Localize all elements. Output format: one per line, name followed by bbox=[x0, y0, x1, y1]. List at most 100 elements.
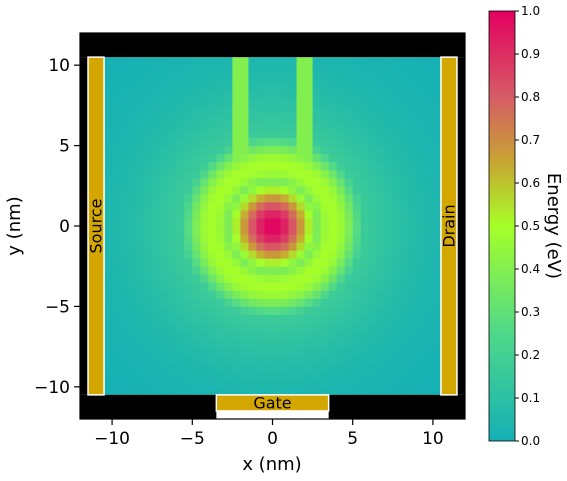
heatmap-cell bbox=[152, 161, 161, 171]
heatmap-cell bbox=[384, 338, 394, 348]
heatmap-cell bbox=[392, 89, 402, 98]
heatmap-cell bbox=[296, 314, 306, 323]
heatmap-cell bbox=[416, 177, 426, 187]
heatmap-cell bbox=[184, 306, 193, 315]
heatmap-cell bbox=[192, 65, 201, 74]
heatmap-cell bbox=[400, 330, 410, 340]
heatmap-cell bbox=[360, 201, 370, 211]
heatmap-cell bbox=[160, 346, 169, 356]
heatmap-cell bbox=[200, 121, 209, 130]
heatmap-cell bbox=[200, 370, 209, 380]
heatmap-cell bbox=[432, 217, 442, 227]
heatmap-cell bbox=[248, 201, 257, 211]
heatmap-cell bbox=[136, 258, 145, 267]
heatmap-cell bbox=[344, 266, 354, 275]
heatmap-cell bbox=[192, 113, 201, 122]
heatmap-cell bbox=[136, 242, 145, 251]
heatmap-cell bbox=[160, 81, 169, 90]
heatmap-cell bbox=[128, 362, 137, 372]
heatmap-cell bbox=[376, 129, 386, 139]
heatmap-cell bbox=[296, 73, 306, 82]
heatmap-cell bbox=[136, 226, 145, 235]
heatmap-cell bbox=[264, 137, 273, 147]
heatmap-cell bbox=[120, 330, 129, 340]
heatmap-cell bbox=[384, 330, 394, 340]
heatmap-cell bbox=[104, 386, 113, 396]
heatmap-cell bbox=[192, 177, 201, 187]
heatmap-cell bbox=[344, 65, 354, 74]
heatmap-cell bbox=[200, 185, 209, 195]
heatmap-cell bbox=[376, 346, 386, 356]
heatmap-cell bbox=[376, 57, 386, 66]
heatmap-cell bbox=[392, 113, 402, 122]
heatmap-cell bbox=[416, 330, 426, 340]
heatmap-cell bbox=[216, 354, 225, 364]
heatmap-cell bbox=[152, 145, 161, 155]
heatmap-cell bbox=[232, 209, 241, 219]
heatmap-cell bbox=[272, 234, 282, 243]
heatmap-cell bbox=[144, 145, 153, 155]
heatmap-cell bbox=[176, 282, 185, 291]
heatmap-cell bbox=[376, 290, 386, 299]
heatmap-cell bbox=[360, 73, 370, 82]
heatmap-cell bbox=[328, 234, 338, 243]
heatmap-cell bbox=[200, 113, 209, 122]
heatmap-cell bbox=[320, 177, 330, 187]
heatmap-cell bbox=[200, 322, 209, 332]
heatmap-cell bbox=[104, 370, 113, 380]
heatmap-cell bbox=[424, 282, 434, 291]
heatmap-cell bbox=[272, 386, 282, 396]
heatmap-cell bbox=[176, 298, 185, 307]
heatmap-cell bbox=[416, 217, 426, 227]
heatmap-cell bbox=[424, 97, 434, 106]
heatmap-cell bbox=[320, 185, 330, 195]
heatmap-cell bbox=[184, 169, 193, 179]
heatmap-cell bbox=[264, 177, 273, 187]
heatmap-cell bbox=[104, 185, 113, 195]
heatmap-cell bbox=[240, 137, 249, 147]
heatmap-cell bbox=[280, 362, 290, 372]
heatmap-cell bbox=[112, 274, 121, 283]
heatmap-cell bbox=[232, 362, 241, 372]
heatmap-cell bbox=[240, 362, 249, 372]
heatmap-cell bbox=[208, 57, 217, 66]
heatmap-cell bbox=[432, 209, 442, 219]
heatmap-cell bbox=[328, 81, 338, 90]
heatmap-cell bbox=[312, 121, 322, 130]
heatmap-cell bbox=[432, 145, 442, 155]
heatmap-cell bbox=[328, 338, 338, 348]
heatmap-cell bbox=[248, 105, 257, 114]
heatmap-cell bbox=[184, 137, 193, 147]
heatmap-cell bbox=[120, 266, 129, 275]
heatmap-cell bbox=[232, 57, 241, 66]
heatmap-cell bbox=[264, 322, 273, 332]
heatmap-cell bbox=[376, 169, 386, 179]
heatmap-cell bbox=[328, 370, 338, 380]
heatmap-cell bbox=[192, 234, 201, 243]
heatmap-cell bbox=[224, 145, 233, 155]
heatmap-cell bbox=[408, 105, 418, 114]
heatmap-cell bbox=[384, 193, 394, 203]
heatmap-cell bbox=[192, 378, 201, 388]
heatmap-cell bbox=[128, 57, 137, 66]
heatmap-cell bbox=[136, 217, 145, 227]
heatmap-cell bbox=[280, 234, 290, 243]
heatmap-cell bbox=[144, 314, 153, 323]
heatmap-cell bbox=[336, 250, 346, 259]
heatmap-cell bbox=[184, 201, 193, 211]
heatmap-cell bbox=[280, 129, 290, 139]
heatmap-cell bbox=[192, 386, 201, 396]
heatmap-cell bbox=[328, 121, 338, 130]
heatmap-cell bbox=[352, 386, 362, 396]
heatmap-cell bbox=[320, 282, 330, 291]
heatmap-cell bbox=[376, 258, 386, 267]
heatmap-cell bbox=[240, 290, 249, 299]
heatmap-cell bbox=[184, 209, 193, 219]
heatmap-cell bbox=[216, 193, 225, 203]
heatmap-cell bbox=[376, 234, 386, 243]
heatmap-cell bbox=[288, 386, 298, 396]
heatmap-cell bbox=[104, 274, 113, 283]
heatmap-cell bbox=[296, 258, 306, 267]
heatmap-cell bbox=[336, 105, 346, 114]
heatmap-cell bbox=[304, 193, 314, 203]
